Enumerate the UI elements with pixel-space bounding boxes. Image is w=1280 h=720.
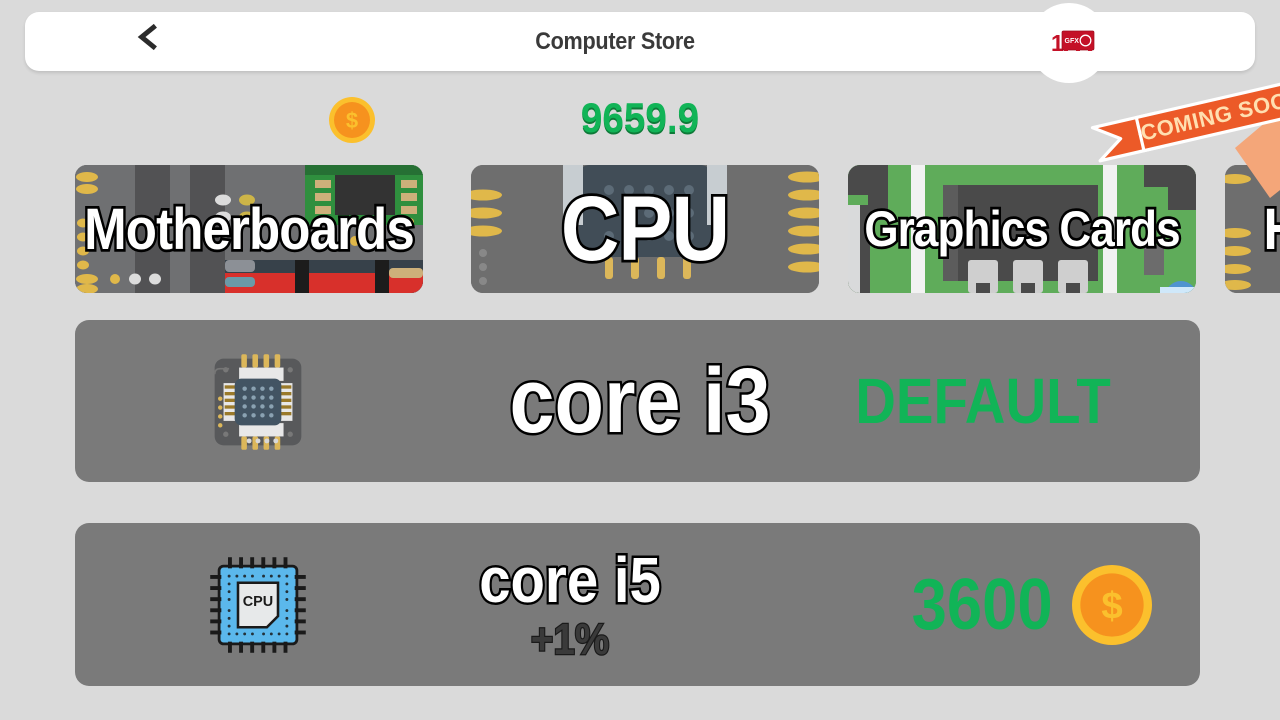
svg-text:$: $ bbox=[1101, 584, 1122, 627]
svg-text:GFX: GFX bbox=[1065, 38, 1080, 45]
svg-text:CPU: CPU bbox=[243, 594, 273, 610]
